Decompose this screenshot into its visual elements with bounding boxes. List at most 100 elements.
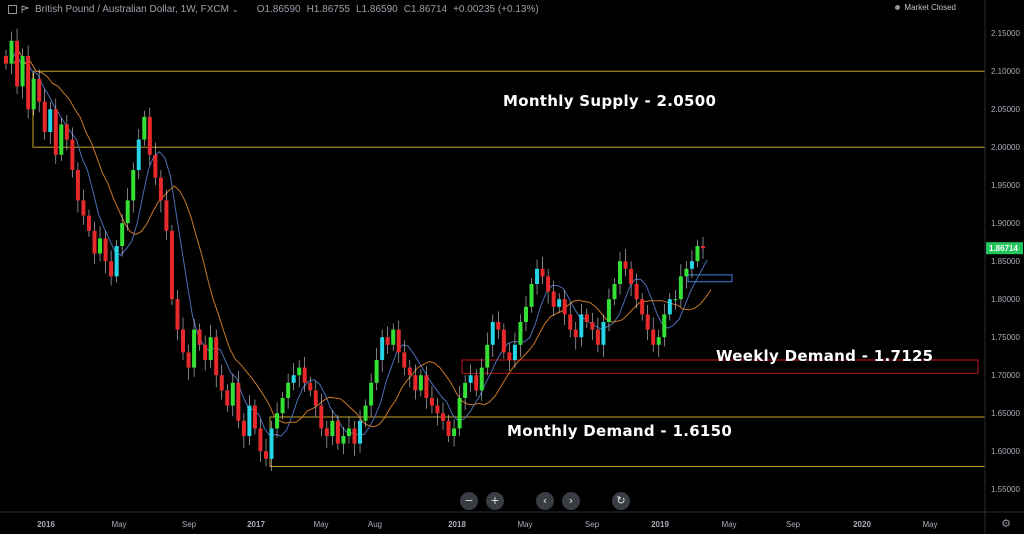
candle-body: [429, 398, 434, 406]
candle-body: [302, 367, 307, 383]
candle-body: [568, 314, 573, 330]
candle-body: [59, 124, 64, 155]
candle-body: [551, 291, 556, 307]
candle-body: [275, 413, 280, 429]
candle-body: [507, 352, 512, 360]
candle-body: [446, 420, 451, 436]
candle-body: [673, 299, 678, 301]
candle-body: [684, 268, 689, 277]
candle-body: [341, 436, 346, 444]
candle-body: [42, 101, 47, 132]
candle-body: [573, 329, 578, 338]
candle-body: [203, 344, 208, 360]
candle-body: [540, 268, 545, 277]
candle-body: [584, 314, 589, 322]
candle-body: [308, 382, 313, 391]
candle-body: [518, 322, 523, 345]
candle-body: [153, 154, 158, 178]
scroll-right-icon[interactable]: ›: [562, 492, 580, 510]
price-tick-label: 1.95000: [991, 181, 1020, 190]
candle-body: [175, 299, 180, 330]
candle-body: [109, 261, 114, 277]
candle-body: [346, 428, 351, 436]
candle-body: [280, 398, 285, 414]
price-tick-label: 1.90000: [991, 219, 1020, 228]
candle-body: [169, 230, 174, 300]
candle-body: [656, 337, 661, 345]
candle-body: [64, 124, 69, 140]
candle-body: [396, 329, 401, 353]
candle-body: [186, 352, 191, 368]
time-tick-label: Sep: [585, 520, 600, 529]
candle-body: [31, 78, 36, 110]
candle-body: [512, 344, 517, 360]
candle-body: [120, 223, 125, 246]
symbol-icons[interactable]: [8, 4, 29, 14]
candle-body: [418, 375, 423, 391]
candle-body: [474, 375, 479, 391]
candle-body: [286, 382, 291, 398]
candle-body: [15, 40, 20, 87]
time-tick-label: 2019: [651, 520, 669, 529]
weekly-demand-label: Weekly Demand - 1.7125: [716, 347, 934, 365]
candle-body: [136, 139, 141, 170]
market-status: Market Closed: [895, 3, 956, 12]
candle-body: [380, 337, 385, 360]
settings-gear-icon[interactable]: ⚙: [1001, 517, 1011, 530]
symbol-title[interactable]: British Pound / Australian Dollar, 1W, F…: [35, 3, 229, 15]
candle-body: [629, 268, 634, 284]
candle-body: [158, 177, 163, 201]
time-tick-label: May: [111, 520, 126, 529]
time-tick-label: Sep: [182, 520, 197, 529]
candle-body: [241, 420, 246, 436]
candle-body: [125, 200, 130, 224]
candle-body: [48, 109, 53, 132]
time-tick-label: May: [721, 520, 736, 529]
chevron-down-icon[interactable]: ⌄: [231, 4, 239, 14]
price-tick-label: 1.85000: [991, 257, 1020, 266]
candle-body: [634, 284, 639, 300]
candle-body: [98, 238, 103, 254]
candle-body: [225, 390, 230, 406]
candle-body: [562, 299, 567, 315]
candle-body: [523, 306, 528, 322]
candle-body: [26, 56, 31, 110]
monthly-supply-label: Monthly Supply - 2.0500: [503, 92, 717, 110]
ohlc-values: O1.86590 H1.86755 L1.86590 C1.86714 +0.0…: [257, 4, 539, 15]
candle-body: [197, 329, 202, 345]
candle-body: [529, 284, 534, 307]
candle-body: [441, 413, 446, 421]
candle-body: [590, 322, 595, 330]
candle-body: [701, 246, 705, 249]
candle-body: [662, 314, 667, 338]
candle-body: [391, 329, 396, 345]
candle-body: [485, 344, 490, 368]
time-tick-label: 2020: [853, 520, 871, 529]
candle-body: [651, 329, 656, 345]
candle-body: [192, 329, 197, 368]
candle-body: [181, 329, 186, 353]
candle-body: [496, 322, 501, 330]
scroll-left-icon[interactable]: ‹: [536, 492, 554, 510]
candle-body: [114, 246, 119, 277]
candle-body: [546, 276, 551, 292]
zoom-in-icon[interactable]: +: [486, 492, 504, 510]
candle-body: [407, 367, 412, 376]
flag-icon: [21, 5, 29, 13]
reset-icon[interactable]: ↻: [612, 492, 630, 510]
candle-body: [324, 428, 329, 436]
zoom-out-icon[interactable]: −: [460, 492, 478, 510]
candle-body: [413, 375, 418, 391]
price-tick-label: 1.75000: [991, 333, 1020, 342]
candle-body: [236, 382, 241, 421]
candle-body: [424, 375, 429, 398]
candle-body: [385, 337, 390, 345]
time-axis: 2016 May Sep 2017 May Aug 2018 May Sep 2019 May Sep…: [0, 511, 1024, 529]
time-tick-label: May: [313, 520, 328, 529]
candle-body: [374, 360, 379, 383]
candle-body: [579, 314, 584, 338]
candle-body: [335, 420, 340, 444]
candle-body: [330, 420, 335, 436]
price-tick-label: 2.15000: [991, 29, 1020, 38]
